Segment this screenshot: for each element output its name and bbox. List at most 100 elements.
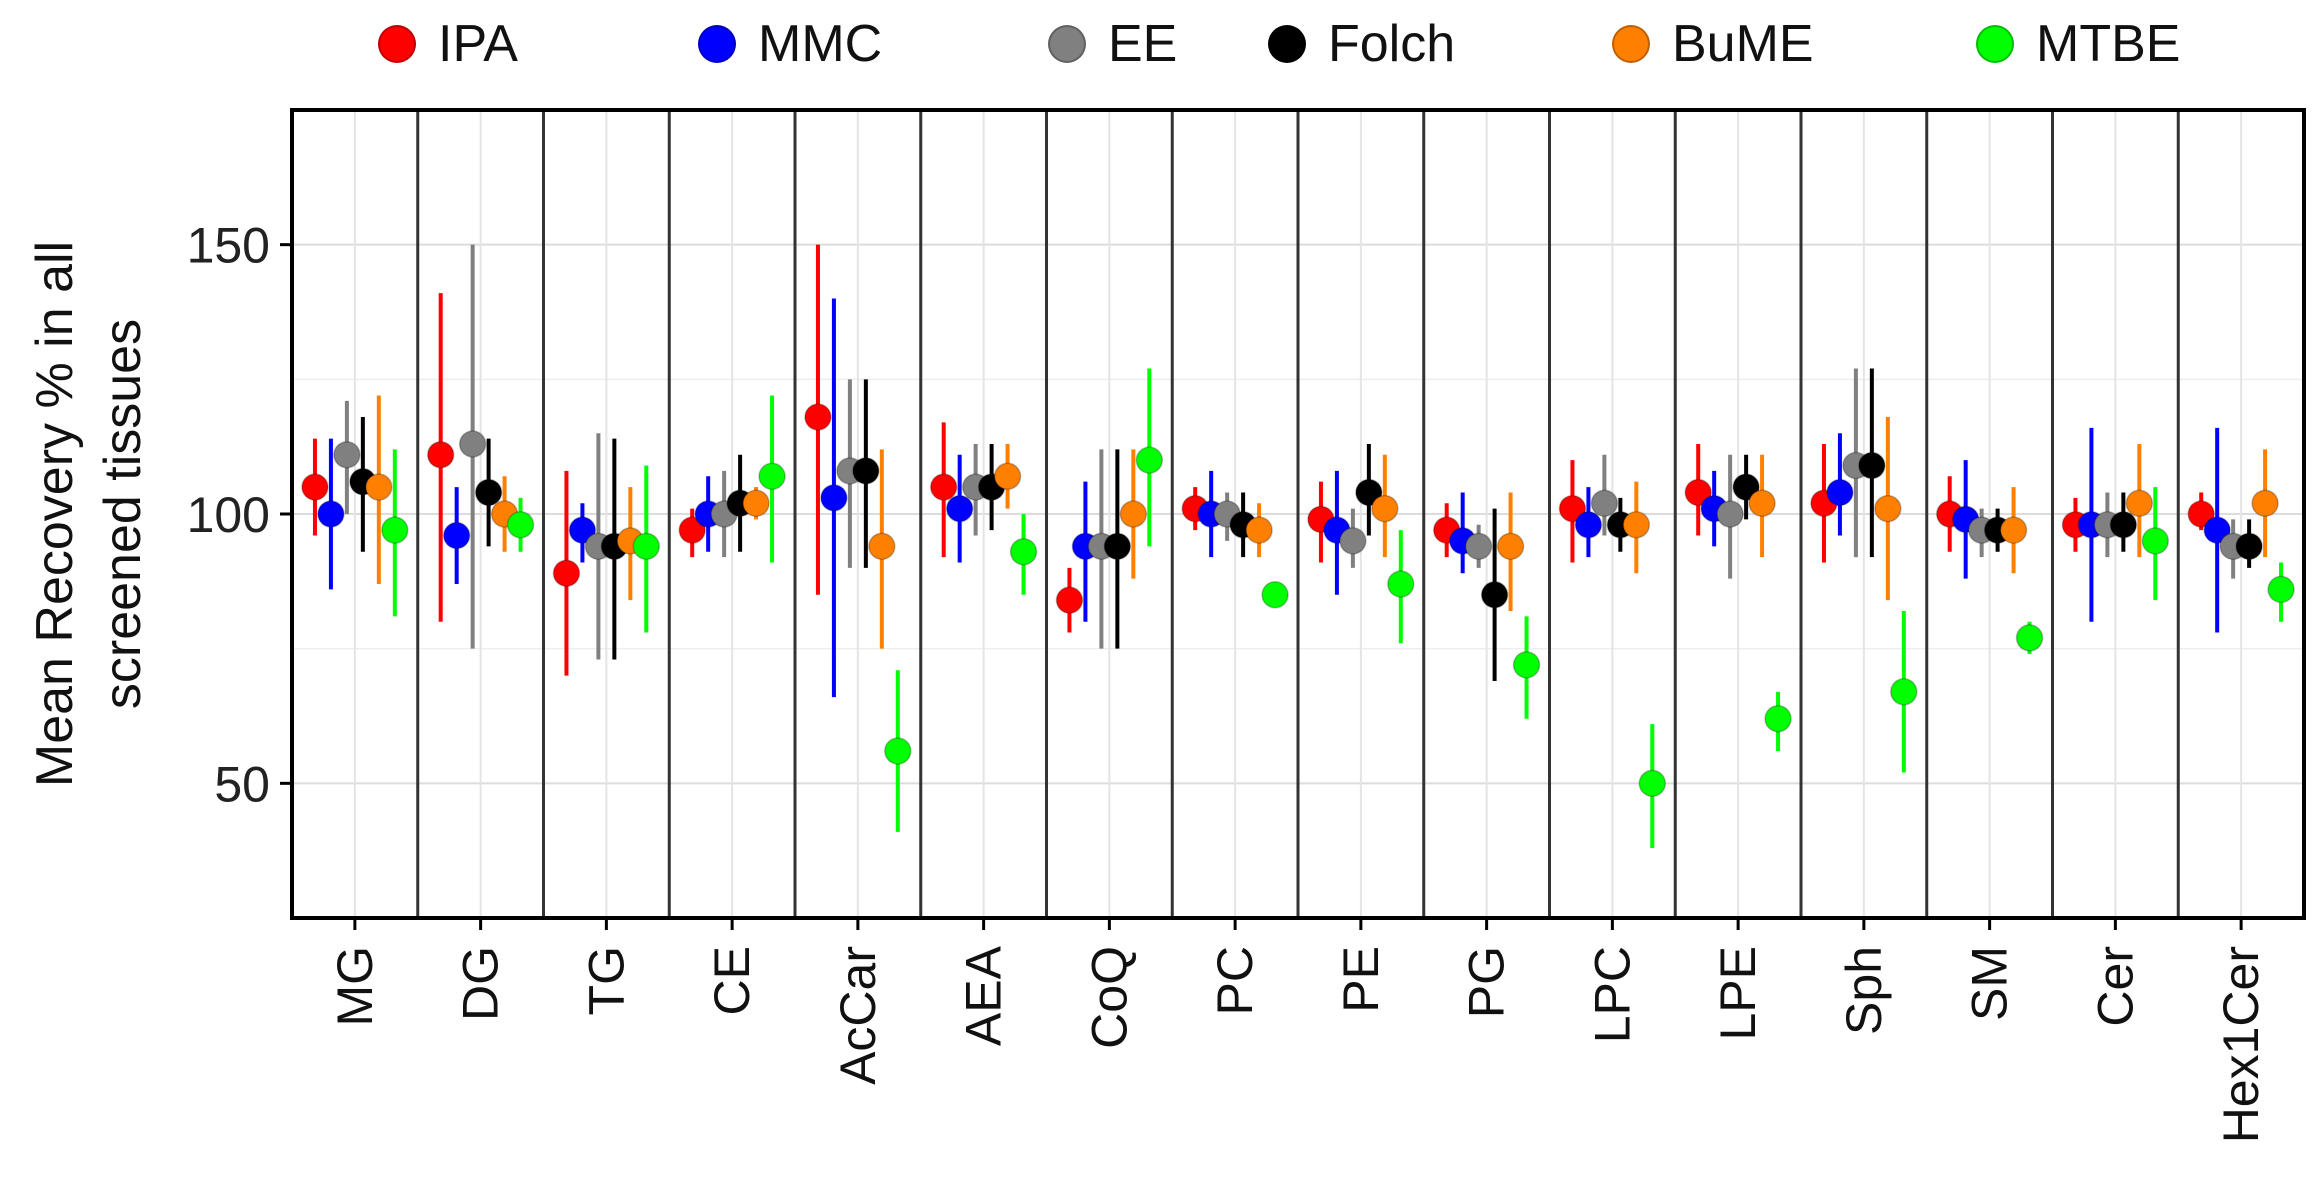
legend-label: MMC	[758, 15, 883, 73]
point-mmc	[2203, 516, 2231, 544]
point-folch	[1732, 473, 1760, 501]
point-mtbe	[381, 516, 409, 544]
point-ee	[458, 430, 487, 458]
point-folch	[2109, 511, 2138, 539]
point-ee	[1590, 489, 1619, 517]
legend: IPA MMC EE Folch BuME MTBE	[0, 0, 2324, 96]
x-tick-label: MG	[327, 946, 383, 1027]
legend-swatch	[378, 25, 416, 63]
x-tick-label: CoQ	[1081, 946, 1137, 1049]
y-tick-label: 150	[187, 218, 270, 274]
point-bume	[868, 532, 896, 561]
point-mtbe	[1261, 581, 1289, 609]
point-folch	[1858, 451, 1886, 480]
point-mtbe	[1764, 704, 1792, 733]
point-mtbe	[758, 462, 786, 491]
x-tick-label: LPE	[1710, 946, 1766, 1041]
point-mtbe	[1135, 446, 1164, 474]
point-mtbe	[1009, 537, 1038, 566]
point-mmc	[945, 494, 974, 523]
x-tick-label: Hex1Cer	[2213, 946, 2269, 1143]
y-tick-label: 50	[214, 756, 270, 812]
x-tick-label: PC	[1207, 946, 1263, 1015]
legend-label: EE	[1108, 15, 1178, 73]
point-bume	[365, 473, 393, 501]
legend-label: Folch	[1328, 15, 1456, 73]
point-ipa	[678, 516, 706, 544]
point-ipa	[426, 440, 455, 469]
point-ipa	[1558, 494, 1587, 523]
point-folch	[852, 457, 880, 485]
y-tick-label: 100	[187, 487, 270, 543]
legend-swatch	[698, 25, 736, 63]
point-mtbe	[884, 737, 912, 765]
x-tick-label: TG	[578, 946, 634, 1015]
legend-swatch	[1612, 25, 1650, 63]
point-folch	[474, 478, 503, 507]
point-mmc	[1826, 478, 1854, 507]
point-bume	[1496, 532, 1525, 561]
point-mmc	[1574, 511, 1603, 539]
data-marks	[301, 244, 2295, 848]
category-separators	[416, 110, 2180, 918]
point-folch	[1355, 478, 1383, 507]
x-tick-label: PG	[1459, 946, 1515, 1018]
x-tick-label: SM	[1962, 946, 2018, 1021]
point-mtbe	[632, 532, 661, 561]
point-ipa	[804, 403, 832, 431]
point-ee	[1464, 532, 1493, 561]
point-mtbe	[1638, 769, 1667, 798]
point-ee	[333, 440, 361, 469]
x-tick-label: AEA	[956, 945, 1012, 1046]
legend-swatch	[1048, 25, 1086, 63]
point-mtbe	[2141, 527, 2170, 555]
legend-item: MMC	[698, 14, 882, 74]
point-bume	[1245, 516, 1273, 544]
x-tick-label: CE	[704, 946, 760, 1015]
point-ipa	[2187, 500, 2215, 528]
legend-label: MTBE	[2036, 15, 2181, 73]
legend-label: BuME	[1672, 15, 1814, 73]
legend-item: EE	[1048, 14, 1177, 74]
point-ee	[1339, 527, 1367, 555]
point-bume	[993, 462, 1022, 491]
point-mmc	[568, 516, 597, 544]
x-tick-label: LPC	[1584, 946, 1640, 1043]
point-bume	[1371, 494, 1399, 523]
point-mtbe	[2015, 624, 2044, 652]
point-bume	[2125, 489, 2154, 517]
x-tick-label: Sph	[1836, 946, 1892, 1035]
point-bume	[742, 489, 770, 517]
x-tick-label: PE	[1333, 946, 1389, 1013]
x-tick-label: Cer	[2087, 946, 2143, 1027]
point-ipa	[929, 473, 958, 501]
legend-item: Folch	[1268, 14, 1455, 74]
point-mtbe	[506, 511, 535, 539]
point-ee	[1716, 500, 1744, 528]
point-bume	[1119, 500, 1148, 528]
point-ipa	[552, 559, 581, 588]
y-axis: 50 100 150	[187, 218, 292, 812]
point-mmc	[317, 500, 345, 528]
point-mtbe	[1512, 651, 1541, 679]
x-tick-label: AcCar	[830, 946, 886, 1085]
legend-item: BuME	[1612, 14, 1814, 74]
point-folch	[1103, 532, 1132, 561]
point-bume	[1622, 511, 1651, 539]
point-bume	[2251, 489, 2279, 517]
legend-swatch	[1976, 25, 2014, 63]
point-ipa	[1055, 586, 1084, 614]
point-bume	[1999, 516, 2028, 544]
legend-swatch	[1268, 25, 1306, 63]
point-ipa	[301, 473, 329, 501]
point-folch	[1480, 581, 1509, 609]
point-mtbe	[1387, 570, 1415, 598]
point-mmc	[442, 521, 471, 550]
point-bume	[1748, 489, 1776, 517]
point-bume	[1874, 494, 1902, 523]
point-mtbe	[1890, 678, 1918, 706]
point-mtbe	[2267, 575, 2295, 604]
point-mmc	[820, 484, 848, 512]
legend-item: IPA	[378, 14, 518, 74]
